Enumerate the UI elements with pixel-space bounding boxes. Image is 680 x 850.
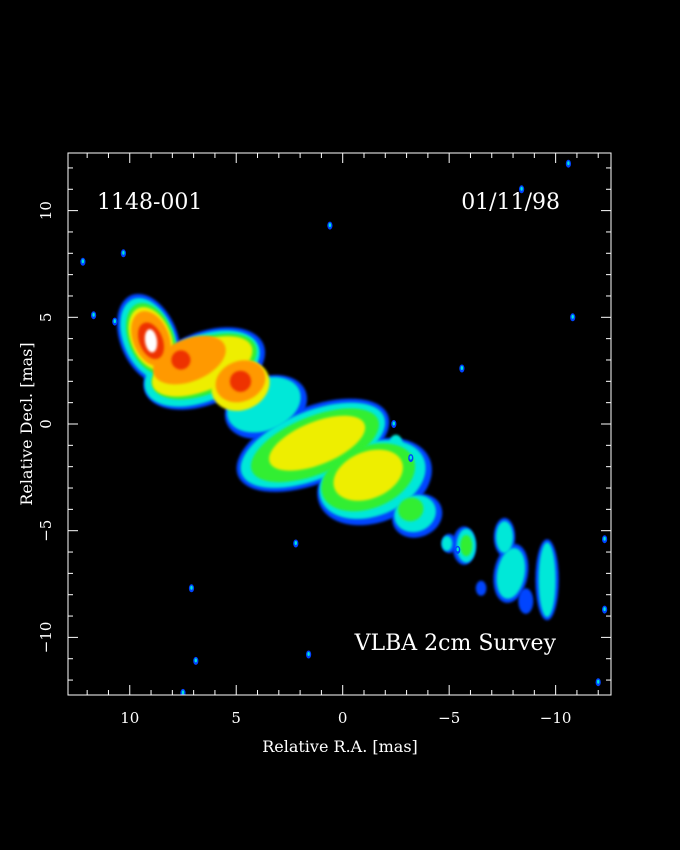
- jet-contour-level-2-10: [538, 542, 556, 618]
- noise-speckle-7: [519, 185, 525, 194]
- noise-speckle-3: [80, 257, 86, 266]
- noise-speckle-18-inner: [603, 607, 606, 612]
- noise-speckle-4: [112, 317, 118, 326]
- noise-speckle-11-inner: [409, 455, 412, 460]
- y-tick-label-1: 10: [37, 201, 55, 220]
- x-tick-label-5: −10: [540, 709, 572, 727]
- y-tick-label-2: 5: [37, 313, 55, 323]
- noise-speckle-17-inner: [603, 536, 606, 541]
- noise-speckle-2-inner: [122, 250, 125, 255]
- jet-contour-level-2-8: [496, 521, 513, 554]
- survey-label: VLBA 2cm Survey: [354, 631, 557, 656]
- jet-contour-level-6-2: [171, 350, 191, 370]
- jet-contour-level-6-3: [229, 370, 252, 392]
- noise-speckle-9: [570, 313, 576, 322]
- noise-speckle-13-inner: [194, 658, 197, 663]
- y-tick-label-5: −10: [37, 622, 55, 654]
- jet-contour-level-1-12: [475, 580, 487, 596]
- jet-emission-layer: [80, 159, 608, 695]
- x-tick-label-2: 5: [231, 709, 241, 727]
- noise-speckle-10-inner: [392, 421, 395, 426]
- noise-speckle-9-inner: [571, 314, 574, 319]
- x-axis-title: Relative R.A. [mas]: [262, 737, 418, 756]
- jet-contour-level-3-6: [460, 535, 473, 557]
- noise-speckle-5: [327, 221, 333, 230]
- y-tick-label-3: 0: [37, 419, 55, 429]
- noise-speckle-1: [91, 311, 97, 320]
- x-tick-label-1: 10: [120, 709, 139, 727]
- noise-speckle-3-inner: [81, 259, 85, 264]
- noise-speckle-5-inner: [328, 223, 332, 228]
- noise-speckle-15: [306, 650, 312, 659]
- noise-speckle-1-inner: [92, 312, 95, 317]
- noise-speckle-16: [293, 539, 299, 548]
- noise-speckle-2: [120, 249, 126, 258]
- noise-speckle-10: [391, 420, 397, 428]
- noise-speckle-13: [193, 656, 199, 665]
- noise-speckle-17: [602, 535, 608, 544]
- noise-speckle-8-inner: [567, 161, 570, 166]
- noise-speckle-12-inner: [190, 585, 193, 590]
- noise-speckle-20: [455, 545, 461, 554]
- noise-speckle-6: [459, 364, 465, 373]
- noise-speckle-14: [180, 688, 186, 695]
- noise-speckle-14-inner: [181, 690, 185, 695]
- jet-contour-level-2-9: [496, 548, 526, 599]
- jet-contour-level-2-11: [441, 536, 453, 551]
- noise-speckle-19-inner: [597, 679, 600, 684]
- jet-contour-level-4-4: [269, 415, 366, 471]
- jet-contour-level-7-1: [144, 329, 158, 353]
- noise-speckle-18: [602, 605, 608, 614]
- tick-marks: [68, 153, 611, 695]
- noise-speckle-8: [565, 159, 572, 168]
- noise-speckle-12: [188, 584, 195, 593]
- noise-speckle-15-inner: [307, 652, 310, 656]
- noise-speckle-11: [408, 454, 414, 463]
- source-name-label: 1148-001: [97, 190, 202, 215]
- jet-contour-level-3-5: [398, 497, 424, 522]
- y-axis-title: Relative Decl. [mas]: [17, 342, 36, 505]
- x-tick-label-4: −5: [438, 709, 460, 727]
- y-tick-label-4: −5: [37, 520, 55, 542]
- jet-contour-level-1-13: [518, 588, 534, 614]
- tick-labels: 10 5 0 −5 −10 10 5 0 −5 −10: [37, 201, 571, 727]
- noise-speckle-7-inner: [520, 186, 523, 191]
- x-tick-label-3: 0: [338, 709, 348, 727]
- noise-speckle-4-inner: [113, 319, 117, 324]
- noise-speckle-19: [595, 678, 601, 687]
- noise-speckle-6-inner: [460, 366, 464, 370]
- noise-speckle-16-inner: [294, 541, 297, 545]
- noise-speckle-20-inner: [456, 547, 459, 552]
- epoch-date-label: 01/11/98: [461, 190, 560, 215]
- jet-contour-level-4-5: [333, 449, 403, 501]
